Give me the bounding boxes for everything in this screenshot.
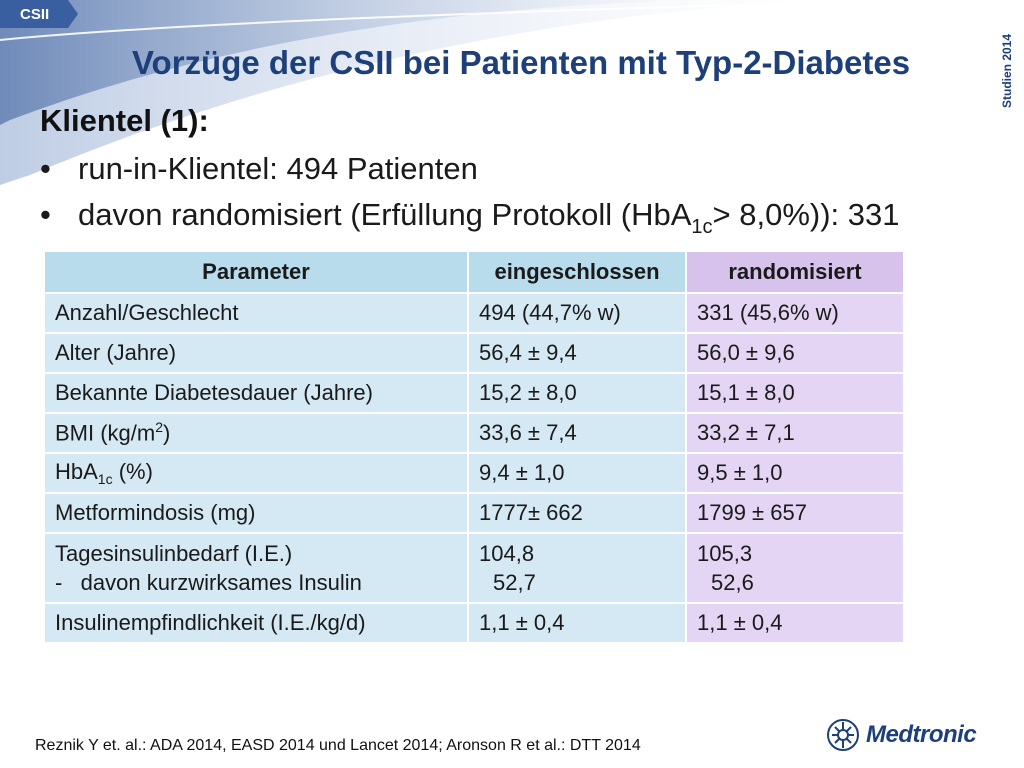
cell-eingeschlossen: 494 (44,7% w) <box>467 292 687 334</box>
cell-parameter: Metformindosis (mg) <box>43 492 469 534</box>
cell-randomisiert: 105,3 52,6 <box>685 532 905 604</box>
medtronic-mark-icon <box>827 719 859 751</box>
table-row: Metformindosis (mg) 1777± 662 1799 ± 657 <box>43 492 905 534</box>
citation-footer: Reznik Y et. al.: ADA 2014, EASD 2014 un… <box>35 737 641 754</box>
cell-eingeschlossen: 15,2 ± 8,0 <box>467 372 687 414</box>
patient-table: Parameter eingeschlossen randomisiert An… <box>43 250 905 644</box>
table-row: Bekannte Diabetesdauer (Jahre) 15,2 ± 8,… <box>43 372 905 414</box>
cell-randomisiert: 56,0 ± 9,6 <box>685 332 905 374</box>
bullet-list: • run-in-Klientel: 494 Patienten • davon… <box>40 146 899 250</box>
table-row: Tagesinsulinbedarf (I.E.) - davon kurzwi… <box>43 532 905 604</box>
cell-parameter: Tagesinsulinbedarf (I.E.) - davon kurzwi… <box>43 532 469 604</box>
cell-eingeschlossen: 56,4 ± 9,4 <box>467 332 687 374</box>
cell-parameter: HbA1c (%) <box>43 452 469 494</box>
cell-parameter: Insulinempfindlichkeit (I.E./kg/d) <box>43 602 469 644</box>
table-row: BMI (kg/m2) 33,6 ± 7,4 33,2 ± 7,1 <box>43 412 905 454</box>
cell-eingeschlossen: 104,8 52,7 <box>467 532 687 604</box>
cell-parameter: Bekannte Diabetesdauer (Jahre) <box>43 372 469 414</box>
table-row: Anzahl/Geschlecht 494 (44,7% w) 331 (45,… <box>43 292 905 334</box>
cell-randomisiert: 9,5 ± 1,0 <box>685 452 905 494</box>
cell-parameter: Anzahl/Geschlecht <box>43 292 469 334</box>
cell-randomisiert: 1799 ± 657 <box>685 492 905 534</box>
cell-parameter: BMI (kg/m2) <box>43 412 469 454</box>
bullet-item: • run-in-Klientel: 494 Patienten <box>40 146 899 192</box>
section-heading: Klientel (1): <box>40 103 209 138</box>
table-row: HbA1c (%) 9,4 ± 1,0 9,5 ± 1,0 <box>43 452 905 494</box>
bullet-dot: • <box>40 197 51 232</box>
medtronic-logo: Medtronic <box>826 718 977 752</box>
cell-randomisiert: 1,1 ± 0,4 <box>685 602 905 644</box>
col-header-randomisiert: randomisiert <box>685 250 905 294</box>
bullet-item: • davon randomisiert (Erfüllung Protokol… <box>40 192 899 250</box>
cell-randomisiert: 15,1 ± 8,0 <box>685 372 905 414</box>
bullet-dot: • <box>40 151 51 186</box>
table-header-row: Parameter eingeschlossen randomisiert <box>43 250 905 294</box>
cell-eingeschlossen: 1777± 662 <box>467 492 687 534</box>
cell-eingeschlossen: 33,6 ± 7,4 <box>467 412 687 454</box>
cell-randomisiert: 331 (45,6% w) <box>685 292 905 334</box>
slide-title: Vorzüge der CSII bei Patienten mit Typ-2… <box>132 44 911 81</box>
section-tag: CSII <box>0 0 78 28</box>
table-row: Insulinempfindlichkeit (I.E./kg/d) 1,1 ±… <box>43 602 905 644</box>
cell-eingeschlossen: 9,4 ± 1,0 <box>467 452 687 494</box>
cell-randomisiert: 33,2 ± 7,1 <box>685 412 905 454</box>
cell-parameter: Alter (Jahre) <box>43 332 469 374</box>
col-header-parameter: Parameter <box>43 250 469 294</box>
table-row: Alter (Jahre) 56,4 ± 9,4 56,0 ± 9,6 <box>43 332 905 374</box>
cell-eingeschlossen: 1,1 ± 0,4 <box>467 602 687 644</box>
side-label: Studien 2014 <box>1000 33 1014 108</box>
col-header-eingeschlossen: eingeschlossen <box>467 250 687 294</box>
